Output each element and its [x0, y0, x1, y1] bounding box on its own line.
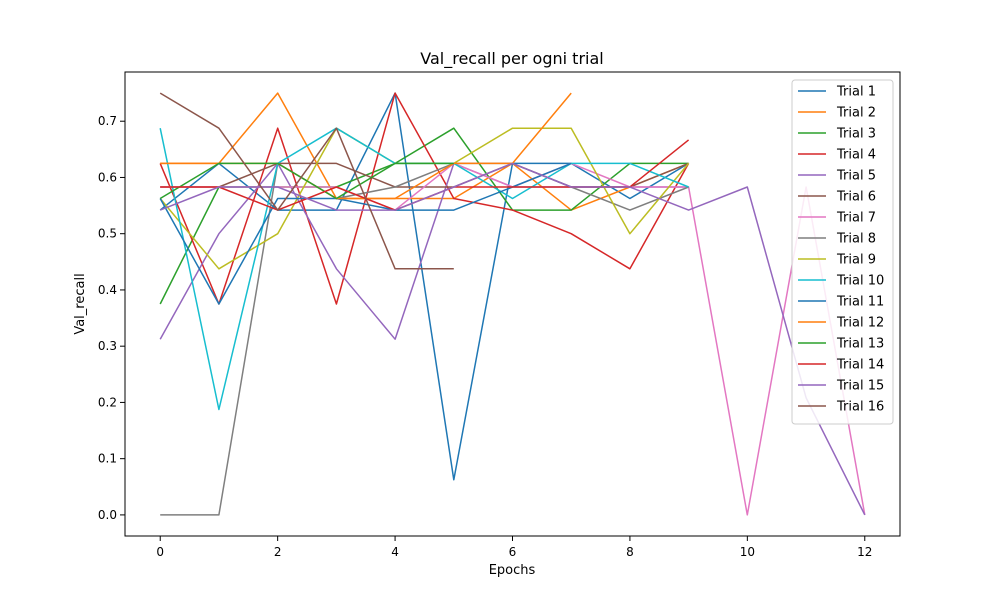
chart-title: Val_recall per ogni trial [420, 49, 603, 69]
series-group [159, 92, 866, 516]
legend-label-trial-11: Trial 11 [836, 295, 884, 310]
legend-label-trial-14: Trial 14 [836, 358, 884, 373]
x-tick-label: 10 [740, 545, 755, 559]
y-tick-label: 0.4 [98, 283, 117, 297]
y-tick-label: 0.5 [98, 227, 117, 241]
x-tick-label: 6 [509, 545, 517, 559]
y-axis-label: Val_recall [73, 273, 88, 334]
legend-label-trial-8: Trial 8 [836, 232, 876, 247]
legend-label-trial-1: Trial 1 [836, 85, 876, 100]
y-tick-label: 0.0 [98, 508, 117, 522]
plot-area [124, 71, 901, 537]
x-tick-label: 4 [391, 545, 399, 559]
x-tick-label: 8 [626, 545, 634, 559]
y-tick-label: 0.6 [98, 170, 117, 184]
legend-label-trial-10: Trial 10 [836, 274, 884, 289]
legend-label-trial-12: Trial 12 [836, 316, 884, 331]
series-line-trial-11 [159, 162, 572, 305]
series-line-trial-15 [159, 162, 866, 516]
x-tick-label: 12 [857, 545, 872, 559]
y-tick-label: 0.7 [98, 114, 117, 128]
legend-frame [791, 79, 894, 425]
series-line-trial-4 [159, 92, 690, 305]
y-tick-label: 0.2 [98, 395, 117, 409]
legend-label-trial-3: Trial 3 [836, 127, 876, 142]
series-line-trial-13 [159, 162, 454, 200]
y-tick-label: 0.3 [98, 339, 117, 353]
legend-label-trial-2: Trial 2 [836, 106, 876, 121]
x-tick-label: 2 [274, 545, 282, 559]
series-line-trial-16 [159, 92, 454, 270]
series-line-trial-8 [160, 162, 689, 516]
legend-label-trial-9: Trial 9 [836, 253, 876, 268]
x-tick-label: 0 [156, 545, 164, 559]
legend-label-trial-4: Trial 4 [836, 148, 876, 163]
y-tick-label: 0.1 [98, 452, 117, 466]
legend-label-trial-6: Trial 6 [836, 190, 876, 205]
legend-label-trial-16: Trial 16 [836, 400, 884, 415]
legend-label-trial-5: Trial 5 [836, 169, 876, 184]
x-axis-ticks: 0 2 4 6 8 10 12 [156, 536, 872, 559]
legend-label-trial-13: Trial 13 [836, 337, 884, 352]
y-axis-ticks: 0.0 0.1 0.2 0.3 0.4 0.5 0.6 0.7 [98, 114, 125, 522]
legend-label-trial-7: Trial 7 [836, 211, 876, 226]
plot-frame [125, 72, 900, 536]
legend-label-trial-15: Trial 15 [836, 379, 884, 394]
legend: Trial 1 Trial 2 Trial 3 Trial 4 Trial 5 Trial… [791, 79, 894, 425]
x-axis-label: Epochs [489, 563, 536, 578]
